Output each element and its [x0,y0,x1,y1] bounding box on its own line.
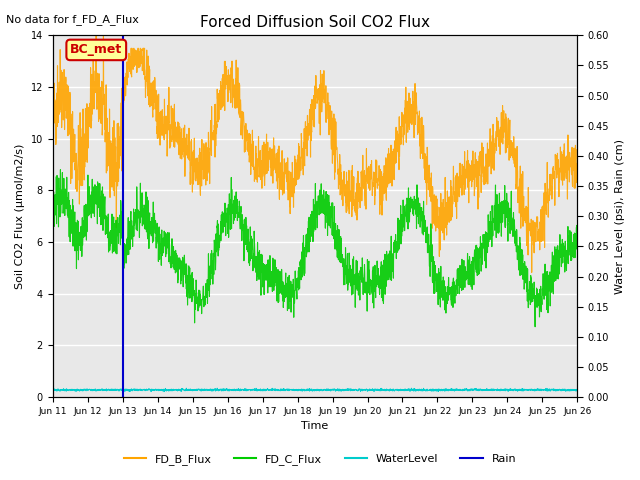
Y-axis label: Soil CO2 Flux (μmol/m2/s): Soil CO2 Flux (μmol/m2/s) [15,144,25,289]
X-axis label: Time: Time [301,421,329,432]
Text: BC_met: BC_met [70,43,122,57]
Text: No data for f_FD_A_Flux: No data for f_FD_A_Flux [6,14,140,25]
Legend: FD_B_Flux, FD_C_Flux, WaterLevel, Rain: FD_B_Flux, FD_C_Flux, WaterLevel, Rain [120,450,520,469]
Title: Forced Diffusion Soil CO2 Flux: Forced Diffusion Soil CO2 Flux [200,15,430,30]
Y-axis label: Water Level (psi), Rain (cm): Water Level (psi), Rain (cm) [615,139,625,294]
